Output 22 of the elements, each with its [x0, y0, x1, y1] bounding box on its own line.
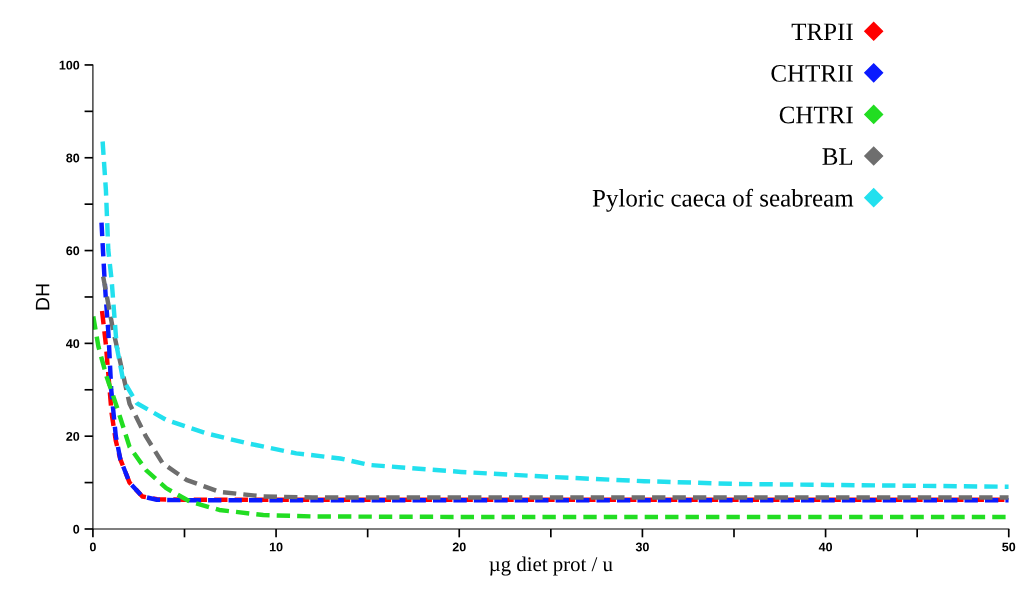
x-axis-title: µg diet prot / u	[489, 556, 613, 576]
y-tick-label: 40	[66, 339, 80, 349]
y-axis-title: DH	[35, 284, 50, 310]
y-tick-label: 80	[66, 153, 80, 163]
x-tick-label: 30	[635, 542, 649, 552]
y-tick-label: 60	[66, 246, 80, 256]
line-series	[99, 220, 1009, 503]
line-series	[100, 139, 1009, 489]
legend-label: CHTRI	[779, 106, 853, 124]
y-tick-label: 0	[73, 524, 80, 534]
x-tick-label: 10	[269, 542, 283, 552]
x-tick-label: 50	[1002, 542, 1016, 552]
legend-label: CHTRII	[771, 65, 853, 82]
x-tick-label: 0	[89, 542, 96, 552]
x-tick-label: 40	[818, 542, 833, 552]
line-series	[100, 274, 1009, 500]
y-tick-label: 20	[66, 431, 80, 441]
legend-label: TRPII	[791, 23, 853, 40]
legend-label: BL	[822, 148, 853, 165]
x-tick-label: 20	[452, 542, 466, 552]
legend-label: Pyloric caeca of seabream	[592, 188, 854, 212]
y-tick-label: 100	[59, 60, 80, 70]
